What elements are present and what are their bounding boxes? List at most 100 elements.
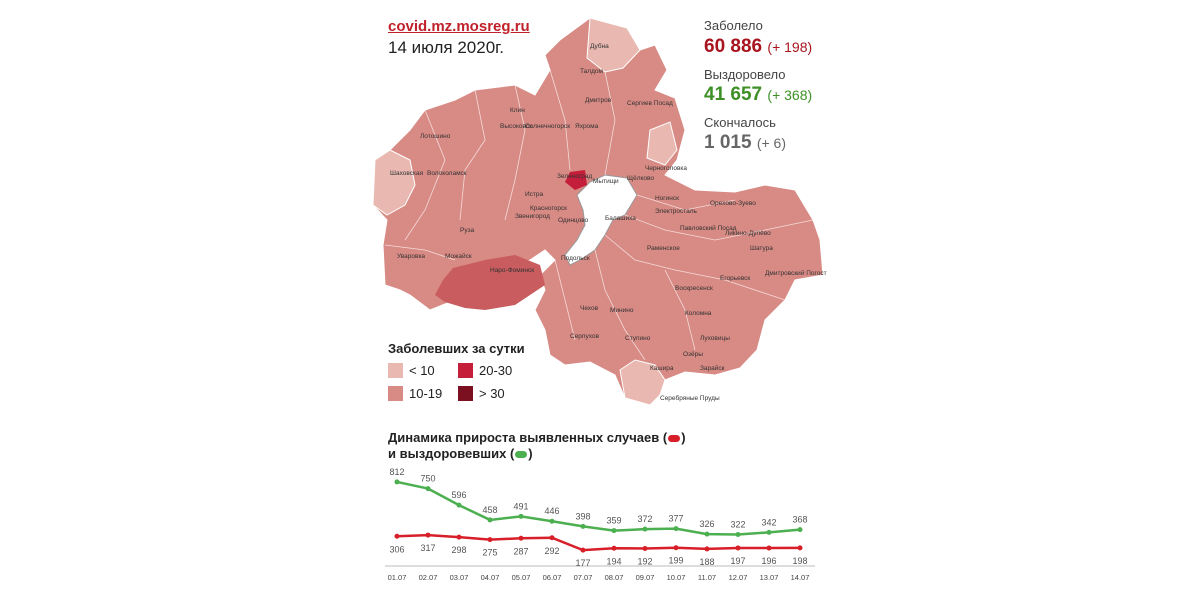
data-point <box>580 523 586 529</box>
map-label: Луховицы <box>700 335 730 342</box>
data-point <box>673 526 679 532</box>
x-tick-label: 02.07 <box>419 573 438 582</box>
map-label: Кашира <box>650 365 674 372</box>
data-point <box>487 517 493 523</box>
district-borders <box>384 69 814 361</box>
recovered-delta: (+ 368) <box>767 87 813 103</box>
data-label: 275 <box>482 548 497 558</box>
data-label: 196 <box>761 556 776 566</box>
map-label: Сергиев Посад <box>627 100 673 107</box>
data-label: 287 <box>513 546 528 556</box>
data-label: 194 <box>606 556 621 566</box>
chart-title-line2: и выздоровевших () <box>388 446 533 461</box>
data-point <box>704 531 710 537</box>
data-point <box>580 547 586 553</box>
map-label: Высоковск <box>500 123 532 130</box>
legend-swatch-gt30 <box>458 386 473 401</box>
map-label: Павловский Посад <box>680 224 737 232</box>
x-tick-label: 10.07 <box>667 573 686 582</box>
series-line-1 <box>396 533 801 552</box>
x-tick-label: 12.07 <box>729 573 748 582</box>
map-label: Талдом <box>580 68 603 75</box>
legend-swatch-lt10 <box>388 363 403 378</box>
map-label: Коломна <box>685 310 712 317</box>
data-label: 198 <box>792 556 807 566</box>
region-area-light <box>372 149 416 216</box>
data-point <box>425 532 431 538</box>
source-link[interactable]: covid.mz.mosreg.ru <box>388 18 530 35</box>
x-tick-label: 09.07 <box>636 573 655 582</box>
chart-title-text2: и выздоровевших ( <box>388 446 515 461</box>
data-label: 326 <box>699 519 714 529</box>
data-point <box>673 545 679 551</box>
green-series-marker-icon <box>515 451 528 459</box>
map-label: Звенигород <box>515 213 550 220</box>
data-label: 298 <box>451 545 466 555</box>
x-tick-label: 14.07 <box>791 573 810 582</box>
data-label: 377 <box>668 514 683 524</box>
data-label: 446 <box>544 506 559 516</box>
map-label: Шаховская <box>390 170 424 177</box>
data-point <box>766 545 772 551</box>
data-label: 359 <box>606 516 621 526</box>
data-label: 368 <box>792 515 807 525</box>
infected-label: Заболело <box>704 18 763 33</box>
x-tick-label: 13.07 <box>760 573 779 582</box>
chart-title-text1: Динамика прироста выявленных случаев ( <box>388 430 668 445</box>
data-point <box>425 486 431 492</box>
map-label: Клин <box>510 107 525 114</box>
legend-swatch-10-19 <box>388 386 403 401</box>
map-label: Орехово-Зуево <box>710 200 756 207</box>
map-label: Черноголовка <box>645 165 687 172</box>
data-label: 199 <box>668 556 683 566</box>
data-point <box>735 532 741 538</box>
map-label: Ликино-Дулёво <box>725 230 771 237</box>
legend-label-20-30: 20-30 <box>479 363 513 378</box>
data-point <box>642 526 648 532</box>
map-label: Дубна <box>590 42 609 50</box>
data-point <box>735 545 741 551</box>
map-label: Яхрома <box>575 123 599 130</box>
data-point <box>456 534 462 540</box>
map-label: Зеленоград <box>557 173 593 180</box>
data-point <box>642 545 648 551</box>
red-series-marker-icon <box>668 435 681 443</box>
data-point <box>549 518 555 524</box>
map-label: Серебряные Пруды <box>660 394 720 402</box>
recovered-value: 41 657 <box>704 84 763 105</box>
data-label: 342 <box>761 517 776 527</box>
map-label: Шатура <box>750 245 773 252</box>
map-label: Электросталь <box>655 208 698 215</box>
died-value: 1 015 <box>704 132 752 153</box>
legend-swatch-20-30 <box>458 363 473 378</box>
data-point <box>797 527 803 533</box>
data-label: 398 <box>575 511 590 521</box>
map-label: Красногорск <box>530 205 567 212</box>
data-point <box>394 533 400 539</box>
data-point <box>766 529 772 535</box>
recovered-stat: 41 657 (+ 368) <box>704 84 812 106</box>
x-tick-label: 01.07 <box>388 573 407 582</box>
data-point <box>394 479 400 485</box>
map-label: Ступино <box>625 335 651 342</box>
data-point <box>487 537 493 543</box>
map-label: Одинцово <box>558 217 589 224</box>
data-label: 292 <box>544 546 559 556</box>
map-label: Дмитровский Погост <box>765 269 827 277</box>
map-label: Мытищи <box>593 178 619 185</box>
data-label: 812 <box>389 467 404 477</box>
x-tick-label: 04.07 <box>481 573 500 582</box>
legend-title: Заболевших за сутки <box>388 341 525 356</box>
map-labels: Дубна Талдом Дмитров Клин Сергиев Посад Высок… <box>390 42 827 402</box>
data-label: 750 <box>420 474 435 484</box>
data-point <box>611 528 617 534</box>
data-point <box>518 513 524 519</box>
map-label: Раменское <box>647 245 680 252</box>
map-label: Зарайск <box>700 364 725 372</box>
infected-value: 60 886 <box>704 36 763 57</box>
region-area-highest <box>565 170 587 190</box>
infected-delta: (+ 198) <box>767 39 813 55</box>
recovered-label: Выздоровело <box>704 67 786 82</box>
data-label: 491 <box>513 501 528 511</box>
data-point <box>456 502 462 508</box>
